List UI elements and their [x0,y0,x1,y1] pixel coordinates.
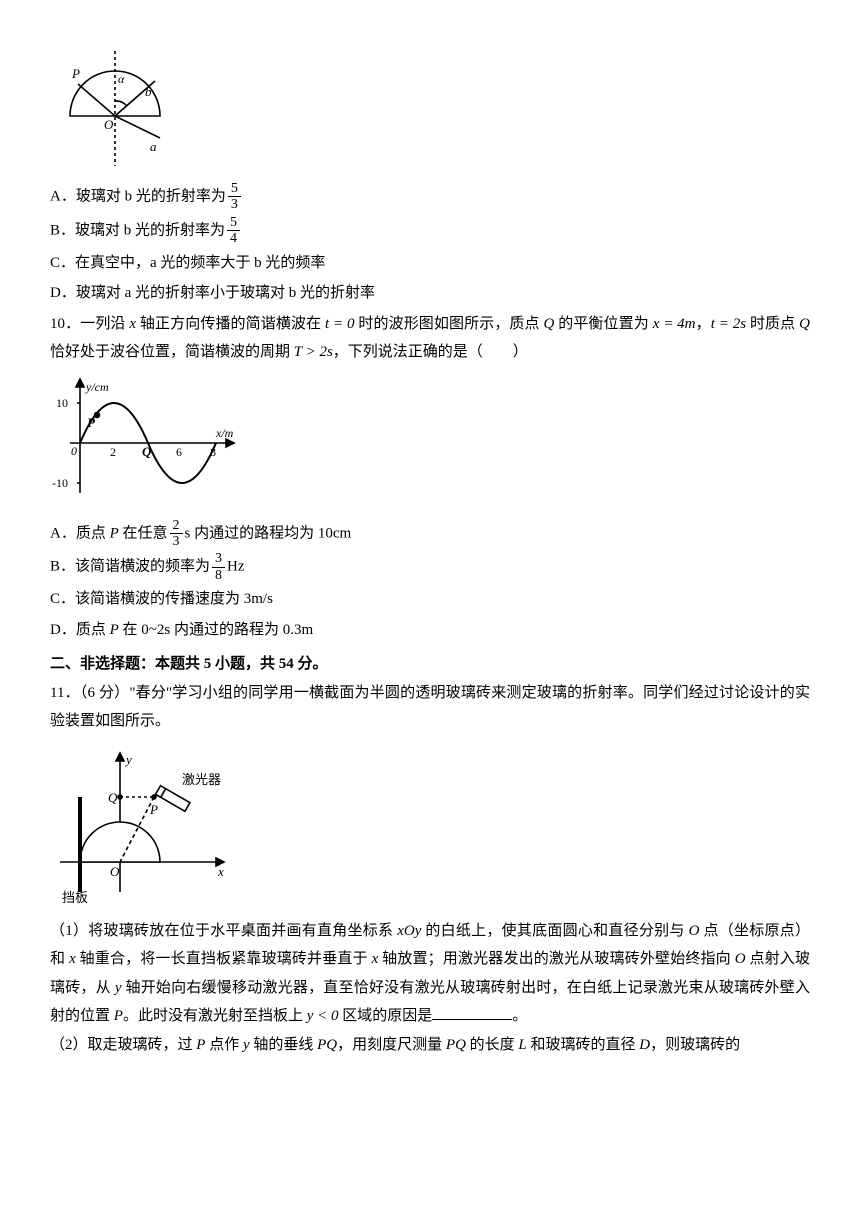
section-2-header: 二、非选择题：本题共 5 小题，共 54 分。 [50,650,810,679]
svg-text:a: a [150,139,157,154]
svg-text:y: y [124,752,132,767]
svg-text:P: P [71,66,80,81]
svg-text:-10: -10 [52,476,68,490]
q10-option-a: A．质点 P 在任意23s 内通过的路程均为 10cm [50,518,810,550]
svg-text:x: x [217,864,224,879]
svg-text:8: 8 [210,445,216,459]
svg-text:挡板: 挡板 [62,890,88,905]
svg-text:Q: Q [108,790,118,805]
q10-figure: 10 -10 0 2 6 8 y/cm x/m P Q [50,373,810,508]
svg-text:b: b [145,84,152,99]
svg-text:O: O [104,117,114,132]
q10-option-d: D．质点 P 在 0~2s 内通过的路程为 0.3m [50,616,810,645]
q11-sub2: （2）取走玻璃砖，过 P 点作 y 轴的垂线 PQ，用刻度尺测量 PQ 的长度 … [50,1031,810,1060]
svg-text:激光器: 激光器 [182,772,221,787]
q10-option-c: C．该简谐横波的传播速度为 3m/s [50,585,810,614]
q9-option-c: C．在真空中，a 光的频率大于 b 光的频率 [50,249,810,278]
svg-text:2: 2 [110,445,116,459]
q10-stem: 10．一列沿 x 轴正方向传播的简谐横波在 t = 0 时的波形图如图所示，质点… [50,310,810,367]
q9-option-d: D．玻璃对 a 光的折射率小于玻璃对 b 光的折射率 [50,279,810,308]
q11-sub1: （1）将玻璃砖放在位于水平桌面并画有直角坐标系 xOy 的白纸上，使其底面圆心和… [50,917,810,1031]
svg-text:O: O [110,864,120,879]
q10-option-b: B．该简谐横波的频率为38Hz [50,551,810,583]
q11-stem: 11．（6 分）"春分"学习小组的同学用一横截面为半圆的透明玻璃砖来测定玻璃的折… [50,679,810,736]
q9-option-a: A．玻璃对 b 光的折射率为53 [50,181,810,213]
blank-input[interactable] [432,1004,512,1020]
svg-text:y/cm: y/cm [85,380,109,394]
q9-figure: P α b a O [50,46,810,171]
option-text: A．玻璃对 b 光的折射率为 [50,188,226,204]
svg-text:P: P [87,415,96,430]
svg-text:10: 10 [56,396,68,410]
svg-text:x/m: x/m [215,426,234,440]
svg-text:α: α [118,72,125,86]
q11-figure: y x O P Q 激光器 挡板 [50,742,810,907]
svg-text:P: P [149,802,158,817]
svg-text:Q: Q [142,444,152,459]
svg-text:6: 6 [176,445,182,459]
option-text: B．玻璃对 b 光的折射率为 [50,222,225,238]
svg-text:0: 0 [71,444,77,458]
q9-option-b: B．玻璃对 b 光的折射率为54 [50,215,810,247]
